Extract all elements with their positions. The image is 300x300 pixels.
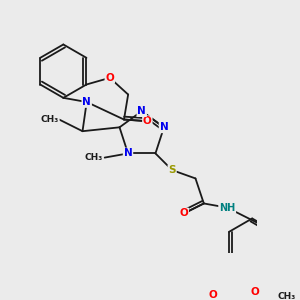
Text: O: O: [250, 287, 259, 297]
Text: N: N: [124, 148, 132, 158]
Text: NH: NH: [219, 202, 235, 213]
Text: O: O: [179, 208, 188, 218]
Text: CH₃: CH₃: [85, 153, 103, 162]
Text: O: O: [105, 73, 114, 83]
Text: CH₃: CH₃: [278, 292, 296, 300]
Text: S: S: [168, 165, 176, 175]
Text: N: N: [160, 122, 168, 132]
Text: CH₃: CH₃: [41, 115, 59, 124]
Text: O: O: [143, 116, 152, 126]
Text: N: N: [82, 97, 91, 107]
Text: O: O: [209, 290, 218, 300]
Text: N: N: [137, 106, 146, 116]
